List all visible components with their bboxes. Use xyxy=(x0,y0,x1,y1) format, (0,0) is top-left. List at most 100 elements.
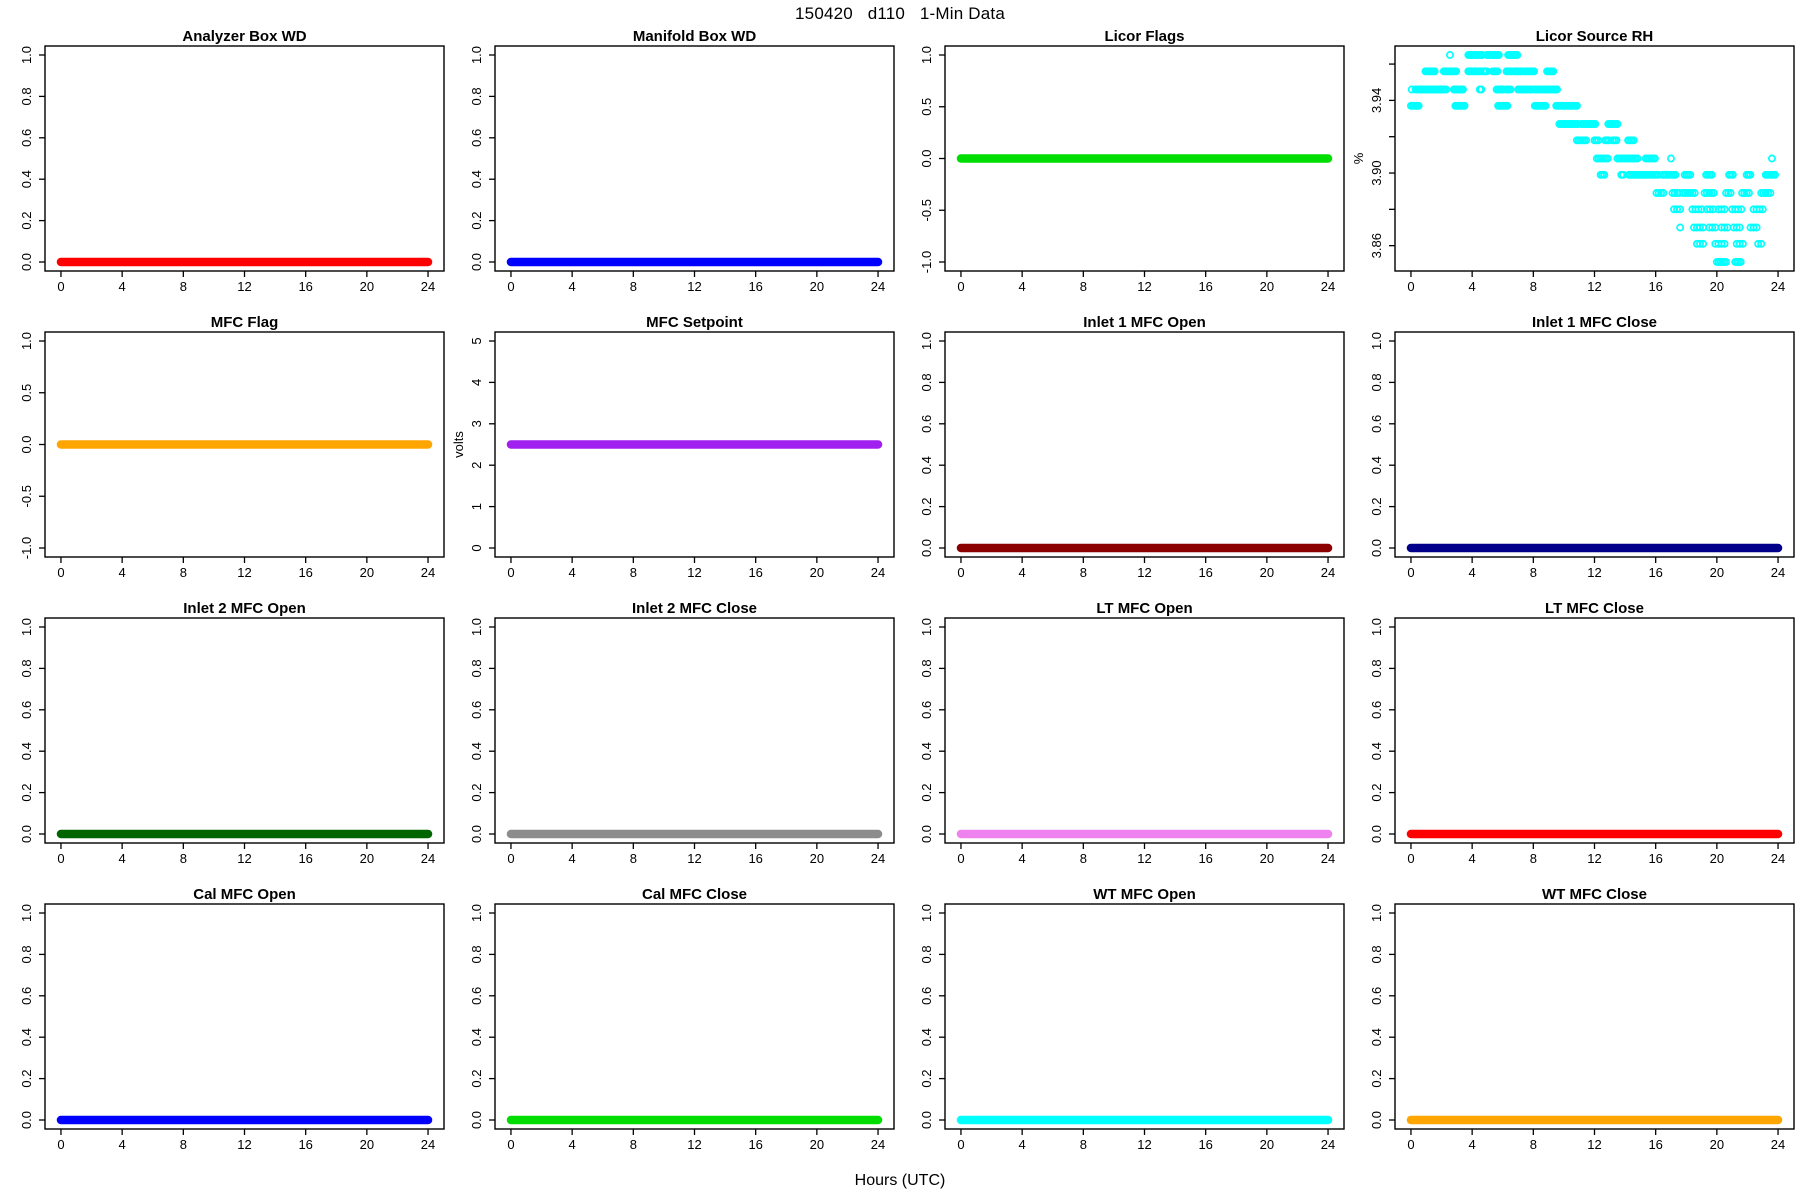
data-point xyxy=(1600,170,1609,179)
data-point xyxy=(1591,120,1600,128)
plot-svg-inlet-2-mfc-close: Inlet 2 MFC Close 0 4 8 12 16 20 24 0.0 0.2 0.4 0.6… xyxy=(469,600,895,866)
plot-box xyxy=(1394,617,1795,844)
panel-licor-source-rh: Licor Source RH 0 4 8 12 16 20 24 3.86 3.90 3.94% xyxy=(1350,28,1800,314)
data-point xyxy=(1671,170,1680,179)
panel-cal-mfc-close: Cal MFC Close 0 4 8 12 16 20 24 0.0 0.2 0.4 0.6 0.8 1… xyxy=(450,886,900,1172)
y-tick-label: 0.0 xyxy=(469,253,484,271)
x-tick-label: 20 xyxy=(810,851,824,866)
y-tick-label: 5 xyxy=(469,337,484,344)
plot-title: Inlet 2 MFC Open xyxy=(183,600,306,617)
x-tick-label: 0 xyxy=(507,565,514,580)
y-tick-label: 0.0 xyxy=(919,1111,934,1129)
data-point xyxy=(1549,67,1558,76)
y-tick-label: 0.4 xyxy=(19,170,34,188)
y-tick-label: 0.2 xyxy=(919,784,934,802)
plot-svg-cal-mfc-open: Cal MFC Open 0 4 8 12 16 20 24 0.0 0.2 0.4 0.6 0.8 1.… xyxy=(19,886,445,1152)
y-tick-label: 3.94 xyxy=(1369,88,1384,113)
x-tick-label: 4 xyxy=(1469,1137,1476,1152)
plot-title: Inlet 2 MFC Close xyxy=(632,600,757,617)
plot-svg-inlet-1-mfc-open: Inlet 1 MFC Open 0 4 8 12 16 20 24 0.0 0.2 0.4 0.6 0… xyxy=(919,314,1345,580)
y-tick-label: 0.0 xyxy=(1369,1111,1384,1129)
x-tick-label: 16 xyxy=(748,279,762,294)
y-tick-label: 0.4 xyxy=(919,742,934,760)
y-tick-label: 0.4 xyxy=(469,1028,484,1046)
y-tick-label: 0.0 xyxy=(19,825,34,843)
y-tick-label: 1.0 xyxy=(919,618,934,636)
data-point xyxy=(1694,205,1703,214)
plot-svg-inlet-1-mfc-close: Inlet 1 MFC Close 0 4 8 12 16 20 24 0.0 0.2 0.4 0.6… xyxy=(1369,314,1795,580)
y-tick-label: 0.4 xyxy=(469,742,484,760)
data-point xyxy=(1717,205,1726,214)
y-tick-label: 0 xyxy=(469,544,484,551)
y-tick-label: 0.2 xyxy=(1369,784,1384,802)
data-point xyxy=(1720,205,1729,214)
data-point xyxy=(1734,205,1743,214)
y-tick-label: 0.8 xyxy=(19,945,34,963)
y-tick-label: 1.0 xyxy=(469,46,484,64)
x-tick-label: 20 xyxy=(810,279,824,294)
x-tick-label: 12 xyxy=(687,851,701,866)
x-tick-label: 24 xyxy=(421,1137,435,1152)
x-tick-label: 0 xyxy=(57,279,64,294)
data-point xyxy=(1754,239,1763,248)
x-tick-label: 4 xyxy=(119,279,126,294)
x-tick-label: 8 xyxy=(1530,1137,1537,1152)
x-tick-label: 12 xyxy=(1587,565,1601,580)
plot-svg-inlet-2-mfc-open: Inlet 2 MFC Open 0 4 8 12 16 20 24 0.0 0.2 0.4 0.6 0… xyxy=(19,600,445,866)
x-tick-label: 4 xyxy=(569,1137,576,1152)
x-tick-label: 8 xyxy=(1530,851,1537,866)
y-tick-label: 0.4 xyxy=(919,1028,934,1046)
data-point xyxy=(1494,51,1503,59)
panel-cal-mfc-open: Cal MFC Open 0 4 8 12 16 20 24 0.0 0.2 0.4 0.6 0.8 1.… xyxy=(0,886,450,1172)
x-tick-label: 4 xyxy=(569,851,576,866)
y-tick-label: 4 xyxy=(469,379,484,386)
plot-box xyxy=(494,617,895,844)
y-tick-label: 0.2 xyxy=(1369,1070,1384,1088)
plot-box xyxy=(944,617,1345,844)
y-tick-label: 1.0 xyxy=(19,618,34,636)
plot-title: Cal MFC Close xyxy=(642,886,747,903)
x-tick-label: 12 xyxy=(1587,851,1601,866)
x-tick-label: 24 xyxy=(871,851,885,866)
data-point xyxy=(1755,205,1764,214)
plot-svg-licor-source-rh: Licor Source RH 0 4 8 12 16 20 24 3.86 3.90 3.94% xyxy=(1351,28,1795,294)
x-tick-label: 0 xyxy=(957,851,964,866)
y-tick-label: 0.8 xyxy=(919,659,934,677)
x-tick-label: 4 xyxy=(1019,1137,1026,1152)
data-point xyxy=(1720,223,1729,232)
y-tick-label: 1.0 xyxy=(19,904,34,922)
data-point xyxy=(1736,258,1745,266)
panel-manifold-box-wd: Manifold Box WD 0 4 8 12 16 20 24 0.0 0.2 0.4 0.6 0.… xyxy=(450,28,900,314)
data-point xyxy=(1446,51,1454,59)
y-tick-label: 1.0 xyxy=(919,46,934,64)
data-point xyxy=(1708,223,1717,232)
data-point xyxy=(1735,223,1744,232)
x-tick-label: 24 xyxy=(421,851,435,866)
y-tick-label: 1.0 xyxy=(469,904,484,922)
data-point xyxy=(1738,239,1747,248)
y-tick-label: 0.4 xyxy=(1369,742,1384,760)
x-tick-label: 16 xyxy=(298,279,312,294)
plot-svg-wt-mfc-open: WT MFC Open 0 4 8 12 16 20 24 0.0 0.2 0.4 0.6 0.8 1.0 xyxy=(919,886,1345,1152)
plot-title: Inlet 1 MFC Close xyxy=(1532,314,1657,331)
data-point xyxy=(1758,205,1767,214)
y-tick-label: 0.8 xyxy=(19,659,34,677)
y-tick-label: 1.0 xyxy=(19,46,34,64)
data-point xyxy=(1541,101,1550,110)
y-tick-label: 0.2 xyxy=(19,784,34,802)
data-point xyxy=(1613,120,1622,128)
y-tick-label: 0.0 xyxy=(19,435,34,453)
x-tick-label: 20 xyxy=(360,851,374,866)
y-tick-label: 0.6 xyxy=(1369,415,1384,433)
data-point xyxy=(1766,189,1775,197)
x-tick-label: 0 xyxy=(507,851,514,866)
x-tick-label: 8 xyxy=(630,1137,637,1152)
plot-box xyxy=(44,617,445,844)
data-point xyxy=(1452,67,1461,76)
x-tick-label: 16 xyxy=(1198,565,1212,580)
y-axis-label: % xyxy=(1351,152,1366,164)
y-tick-label: 0.4 xyxy=(469,170,484,188)
y-tick-label: 0.0 xyxy=(919,149,934,167)
x-tick-label: 16 xyxy=(1198,851,1212,866)
y-tick-label: -1.0 xyxy=(19,537,34,559)
